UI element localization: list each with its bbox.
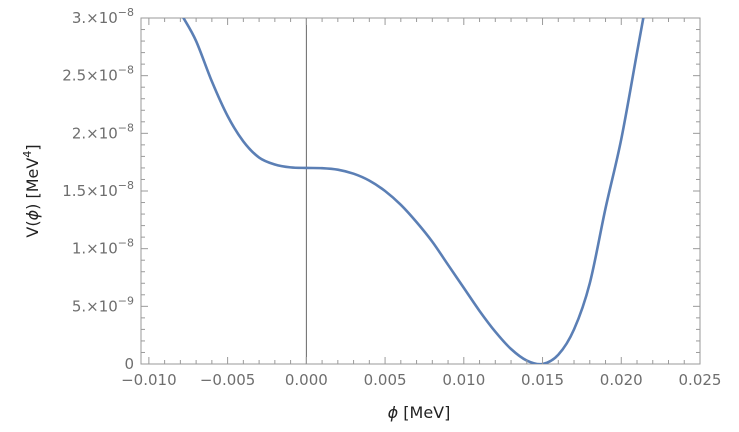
x-tick-label: 0.020 (600, 371, 643, 389)
x-tick-label: 0.015 (521, 371, 564, 389)
plot-border (140, 17, 701, 365)
curve-layer (182, 18, 645, 364)
y-tick-label: 0 (124, 355, 134, 373)
x-axis-title: ϕ [MeV] (388, 403, 451, 422)
plot-frame (140, 17, 701, 365)
y-tick-label: 2.×10−8 (72, 121, 134, 142)
y-tick-label: 5.×10−9 (72, 294, 134, 315)
y-tick-label: 3.×10−8 (72, 6, 134, 27)
potential-curve (182, 18, 645, 364)
x-tick-label: 0.000 (285, 371, 328, 389)
y-axis-title: V(ϕ) [MeV4] (21, 144, 42, 237)
x-tick-label: −0.010 (121, 371, 177, 389)
y-axis-ticks: 0 5.×10−9 1.×10−8 1.5×10−8 2.×10−8 2.5×10−8 3.… (62, 6, 700, 373)
y-tick-label: 2.5×10−8 (62, 64, 134, 85)
x-tick-label: 0.005 (364, 371, 407, 389)
x-tick-label: −0.005 (200, 371, 256, 389)
x-tick-label: 0.010 (442, 371, 485, 389)
y-tick-label: 1.5×10−8 (62, 179, 134, 200)
x-tick-label: 0.025 (679, 371, 722, 389)
y-tick-label: 1.×10−8 (72, 237, 134, 258)
x-axis-ticks: −0.010 −0.005 0.000 0.005 0.010 0.015 0.020 0.0… (121, 18, 721, 389)
